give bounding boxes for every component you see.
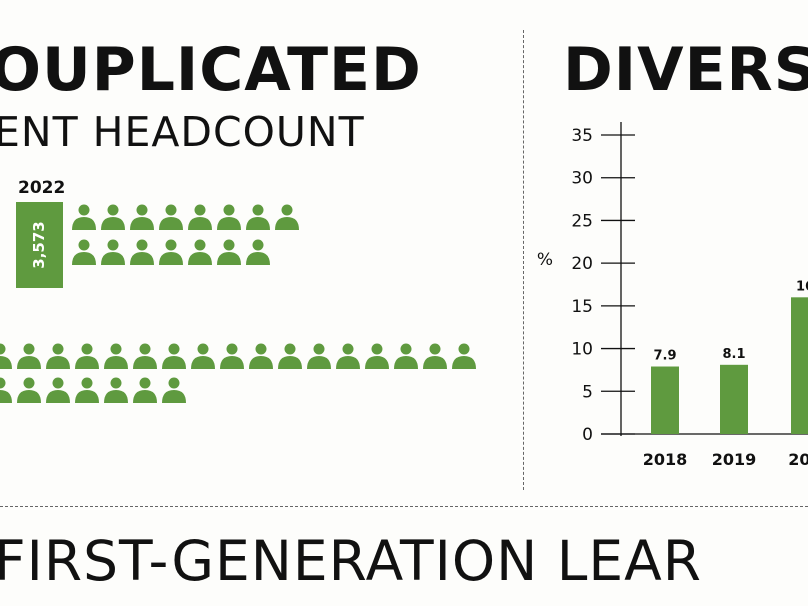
person-icon bbox=[133, 343, 157, 369]
bar bbox=[791, 297, 808, 434]
horizontal-divider bbox=[0, 506, 808, 507]
person-icon bbox=[130, 239, 154, 265]
person-icon bbox=[133, 377, 157, 403]
person-icon bbox=[191, 343, 215, 369]
y-tick-label: 15 bbox=[571, 297, 593, 317]
person-icon-grid bbox=[0, 204, 476, 405]
bar-value-label: 16 bbox=[796, 279, 808, 294]
person-icon bbox=[275, 204, 299, 230]
person-icon bbox=[75, 377, 99, 403]
y-tick-label: 20 bbox=[571, 254, 593, 274]
y-tick-label: 5 bbox=[582, 382, 593, 402]
person-icon bbox=[246, 239, 270, 265]
bar bbox=[651, 366, 679, 434]
category-label: 2018 bbox=[643, 450, 688, 469]
person-icon bbox=[188, 239, 212, 265]
person-icon bbox=[188, 204, 212, 230]
person-icon bbox=[46, 377, 70, 403]
person-icon bbox=[101, 239, 125, 265]
person-icon bbox=[72, 204, 96, 230]
category-label: 202 bbox=[788, 450, 808, 469]
first-generation-title: FIRST-GENERATION LEAR bbox=[0, 529, 702, 593]
vertical-divider bbox=[523, 30, 524, 490]
person-icon bbox=[0, 343, 12, 369]
category-label: 2019 bbox=[712, 450, 757, 469]
y-tick-label: 35 bbox=[571, 126, 593, 146]
year-label-2022: 2022 bbox=[18, 178, 66, 198]
headcount-title: OUPLICATED bbox=[0, 35, 422, 105]
bar-value-label: 7.9 bbox=[653, 349, 676, 364]
person-icon bbox=[72, 239, 96, 265]
person-icon bbox=[75, 343, 99, 369]
person-icon bbox=[336, 343, 360, 369]
y-tick-label: 25 bbox=[571, 211, 593, 231]
person-icon bbox=[159, 239, 183, 265]
person-icon bbox=[452, 343, 476, 369]
person-icon bbox=[17, 343, 41, 369]
person-icon bbox=[278, 343, 302, 369]
person-icon bbox=[104, 377, 128, 403]
y-axis-label: % bbox=[537, 250, 553, 270]
person-icon bbox=[365, 343, 389, 369]
person-icon bbox=[46, 343, 70, 369]
value-box-2022: 3,573 bbox=[16, 202, 63, 288]
bar-value-label: 8.1 bbox=[722, 347, 745, 362]
person-icon bbox=[307, 343, 331, 369]
person-icon bbox=[17, 377, 41, 403]
y-tick-label: 10 bbox=[571, 340, 593, 360]
person-icon bbox=[101, 204, 125, 230]
person-icon bbox=[217, 239, 241, 265]
y-tick-label: 30 bbox=[571, 169, 593, 189]
headcount-subtitle: ENT HEADCOUNT bbox=[0, 108, 365, 156]
person-icon bbox=[220, 343, 244, 369]
bar bbox=[720, 364, 748, 434]
person-icon bbox=[159, 204, 183, 230]
person-icon bbox=[0, 377, 12, 403]
person-icon bbox=[246, 204, 270, 230]
person-icon bbox=[104, 343, 128, 369]
person-icon bbox=[249, 343, 273, 369]
diversity-title: DIVERS bbox=[563, 35, 808, 105]
person-icon bbox=[130, 204, 154, 230]
person-icon bbox=[162, 377, 186, 403]
y-tick-label: 0 bbox=[582, 425, 593, 445]
person-icon bbox=[217, 204, 241, 230]
person-icon bbox=[162, 343, 186, 369]
diversity-bar-chart: 0 5 10 15 20 25 30 35% 7.9 2018 8.1 2019 16 202 bbox=[537, 122, 808, 469]
person-icon bbox=[423, 343, 447, 369]
person-icon bbox=[394, 343, 418, 369]
